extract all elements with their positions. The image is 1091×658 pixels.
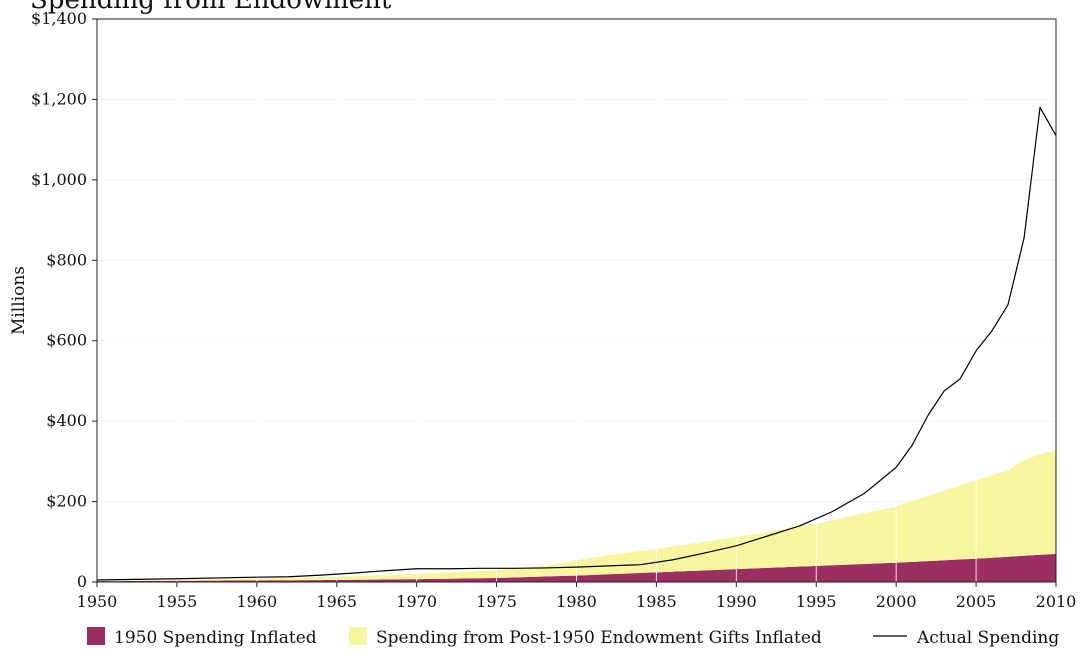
- legend-label-1: Spending from Post-1950 Endowment Gifts …: [376, 628, 822, 648]
- x-tick-label-8: 1990: [716, 592, 757, 611]
- x-tick-label-7: 1985: [636, 592, 677, 611]
- x-tick-label-3: 1965: [316, 592, 357, 611]
- x-tick-label-0: 1950: [77, 592, 118, 611]
- legend-label-0: 1950 Spending Inflated: [114, 628, 317, 648]
- y-tick-label-1: $200: [46, 492, 87, 511]
- x-tick-label-11: 2005: [956, 592, 997, 611]
- x-tick-label-1: 1955: [157, 592, 198, 611]
- x-axis-ticks: 1950 1955 1960 1965 1970 1975 1980 1985 1990 1995…: [77, 582, 1077, 611]
- y-tick-label-3: $600: [46, 331, 87, 350]
- x-tick-label-12: 2010: [1036, 592, 1077, 611]
- legend: 1950 Spending Inflated Spending from Post…: [87, 627, 1059, 648]
- legend-swatch-0: [87, 627, 105, 645]
- y-tick-label-7: $1,400: [31, 9, 87, 28]
- line-layer: [96, 106, 1057, 581]
- y-tick-label-4: $800: [46, 250, 87, 269]
- x-tick-label-10: 2000: [876, 592, 917, 611]
- y-tick-label-5: $1,000: [31, 170, 87, 189]
- legend-label-2: Actual Spending: [916, 628, 1059, 648]
- y-tick-label-6: $1,200: [31, 89, 87, 108]
- y-axis-label: Millions: [9, 266, 29, 335]
- vertical-grid: [176, 19, 977, 582]
- line-series-0: [96, 106, 1057, 581]
- y-tick-label-2: $400: [46, 411, 87, 430]
- y-tick-label-0: 0: [77, 572, 87, 591]
- x-tick-label-6: 1980: [556, 592, 597, 611]
- x-tick-label-9: 1995: [796, 592, 837, 611]
- y-axis-ticks: 0 $200 $400 $600 $800 $1,000 $1,200 $1,400: [31, 9, 97, 591]
- x-tick-label-4: 1970: [396, 592, 437, 611]
- x-tick-label-5: 1975: [476, 592, 517, 611]
- x-tick-label-2: 1960: [236, 592, 277, 611]
- legend-swatch-1: [349, 627, 367, 645]
- chart-title: Spending from Endowment: [30, 0, 392, 15]
